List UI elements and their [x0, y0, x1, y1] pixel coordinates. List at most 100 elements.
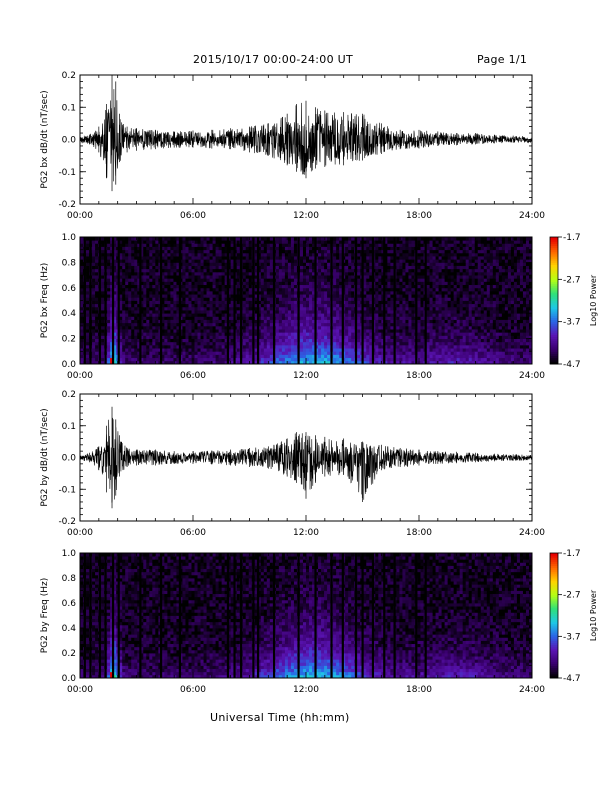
spectrogram-cell	[260, 325, 265, 330]
spectrogram-cell	[402, 252, 406, 257]
spectrogram-cell	[417, 306, 421, 311]
spectrogram-cell	[396, 275, 400, 279]
spectrogram-cell	[227, 268, 232, 273]
spectrogram-cell	[290, 322, 295, 327]
spectrogram-cell	[432, 335, 436, 339]
spectrogram-cell	[185, 329, 189, 333]
spectrogram-cell	[309, 281, 313, 286]
spectrogram-cell	[152, 341, 156, 346]
spectrogram-cell	[107, 313, 111, 317]
spectrogram-cell	[435, 332, 439, 336]
spectrogram-cell	[221, 278, 226, 282]
spectrogram-cell	[402, 351, 406, 355]
spectrogram-cell	[107, 278, 111, 282]
spectrogram-cell	[441, 335, 446, 339]
spectrogram-cell	[170, 303, 174, 308]
spectrogram-cell	[188, 319, 192, 324]
spectrogram-cell	[366, 348, 370, 352]
spectrogram-cell	[396, 249, 400, 254]
spectrogram-cell	[230, 344, 235, 349]
spectrogram-cell	[357, 310, 361, 314]
spectrogram-cell	[266, 297, 271, 301]
spectrogram-cell	[143, 300, 147, 305]
spectrogram-cell	[299, 316, 304, 320]
spectrogram-cell	[287, 240, 292, 244]
spectrogram-cell	[80, 316, 84, 320]
spectrogram-cell	[315, 310, 319, 314]
spectrogram-cell	[155, 294, 159, 298]
spectrogram-cell	[257, 246, 262, 251]
spectrogram-cell	[381, 262, 385, 266]
spectrogram-cell	[399, 243, 403, 247]
spectrogram-cell	[306, 265, 310, 270]
spectrogram-cell	[318, 246, 322, 251]
spectrogram-cell	[321, 237, 325, 241]
spectrogram-cell	[200, 338, 204, 343]
spectrogram-cell	[441, 262, 446, 266]
spectrogram-cell	[227, 332, 232, 336]
spectrogram-cell	[260, 252, 265, 257]
spectrogram-cell	[390, 313, 394, 317]
spectrogram-cell	[435, 310, 439, 314]
spectrogram-cell	[420, 351, 424, 355]
spectrogram-cell	[227, 240, 232, 244]
spectrogram-cell	[224, 252, 229, 257]
spectrogram-cell	[405, 278, 409, 282]
spectrogram-cell	[92, 265, 96, 270]
spectrogram-cell	[366, 303, 370, 308]
spectrogram-cell	[173, 281, 177, 286]
spectrogram-cell	[182, 243, 186, 247]
spectrogram-cell	[306, 329, 310, 333]
spectrogram-cell	[387, 275, 391, 279]
spectrogram-cell	[125, 246, 129, 251]
spectrogram-cell	[275, 351, 280, 355]
spectrogram-cell	[203, 351, 207, 355]
spectrogram-cell	[224, 294, 229, 298]
spectrogram-cell	[194, 265, 198, 270]
spectrogram-cell	[363, 259, 367, 263]
spectrogram-cell	[396, 297, 400, 301]
spectrogram-cell	[248, 252, 253, 257]
spectrogram-cell	[131, 252, 135, 257]
spectrogram-cell	[287, 268, 292, 273]
spectrogram-cell	[110, 351, 114, 355]
spectrogram-cell	[426, 313, 430, 317]
spectrogram-cell	[215, 351, 220, 355]
spectrogram-cell	[336, 281, 340, 286]
spectrogram-cell	[92, 259, 96, 263]
spectrogram-cell	[155, 252, 159, 257]
spectrogram-cell	[161, 300, 165, 305]
spectrogram-cell	[435, 243, 439, 247]
spectrogram-cell	[366, 262, 370, 266]
spectrogram-cell	[197, 329, 201, 333]
spectrogram-cell	[119, 341, 123, 346]
spectrogram-cell	[299, 297, 304, 301]
spectrogram-cell	[293, 300, 298, 305]
spectrogram-cell	[161, 322, 165, 327]
spectrogram-cell	[420, 357, 424, 362]
spectrogram-cell	[149, 319, 153, 324]
spectrogram-cell	[438, 332, 442, 336]
spectrogram-cell	[426, 338, 430, 343]
spectrogram-cell	[411, 281, 415, 286]
spectrogram-cell	[309, 290, 313, 295]
spectrogram-cell	[185, 357, 189, 362]
spectrogram-cell	[86, 243, 90, 247]
spectrogram-cell	[396, 332, 400, 336]
spectrogram-cell	[209, 322, 213, 327]
spectrogram-cell	[215, 310, 220, 314]
spectrogram-cell	[327, 287, 331, 292]
spectrogram-cell	[137, 303, 141, 308]
spectrogram-cell	[302, 335, 307, 339]
spectrogram-cell	[176, 246, 180, 251]
spectrogram-cell	[131, 243, 135, 247]
spectrogram-cell	[182, 287, 186, 292]
spectrogram-cell	[128, 290, 132, 295]
spectrogram-cell	[327, 325, 331, 330]
spectrogram-cell	[164, 335, 168, 339]
spectrogram-cell	[170, 262, 174, 266]
spectrogram-cell	[302, 294, 307, 298]
spectrogram-cell	[203, 290, 207, 295]
spectrogram-cell	[167, 332, 171, 336]
spectrogram-cell	[248, 319, 253, 324]
